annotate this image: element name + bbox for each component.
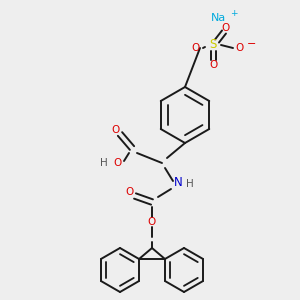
Text: O: O <box>148 217 156 227</box>
Text: O: O <box>126 187 134 197</box>
Text: O: O <box>236 43 244 53</box>
Text: S: S <box>209 38 217 52</box>
Text: +: + <box>230 10 238 19</box>
Text: H: H <box>186 179 194 189</box>
Text: −: − <box>247 39 257 49</box>
Text: O: O <box>222 23 230 33</box>
Text: O: O <box>111 125 119 135</box>
Text: O: O <box>209 60 217 70</box>
Text: H: H <box>100 158 108 168</box>
Text: O: O <box>192 43 200 53</box>
Text: Na: Na <box>210 13 226 23</box>
Text: O: O <box>114 158 122 168</box>
Text: N: N <box>174 176 182 190</box>
